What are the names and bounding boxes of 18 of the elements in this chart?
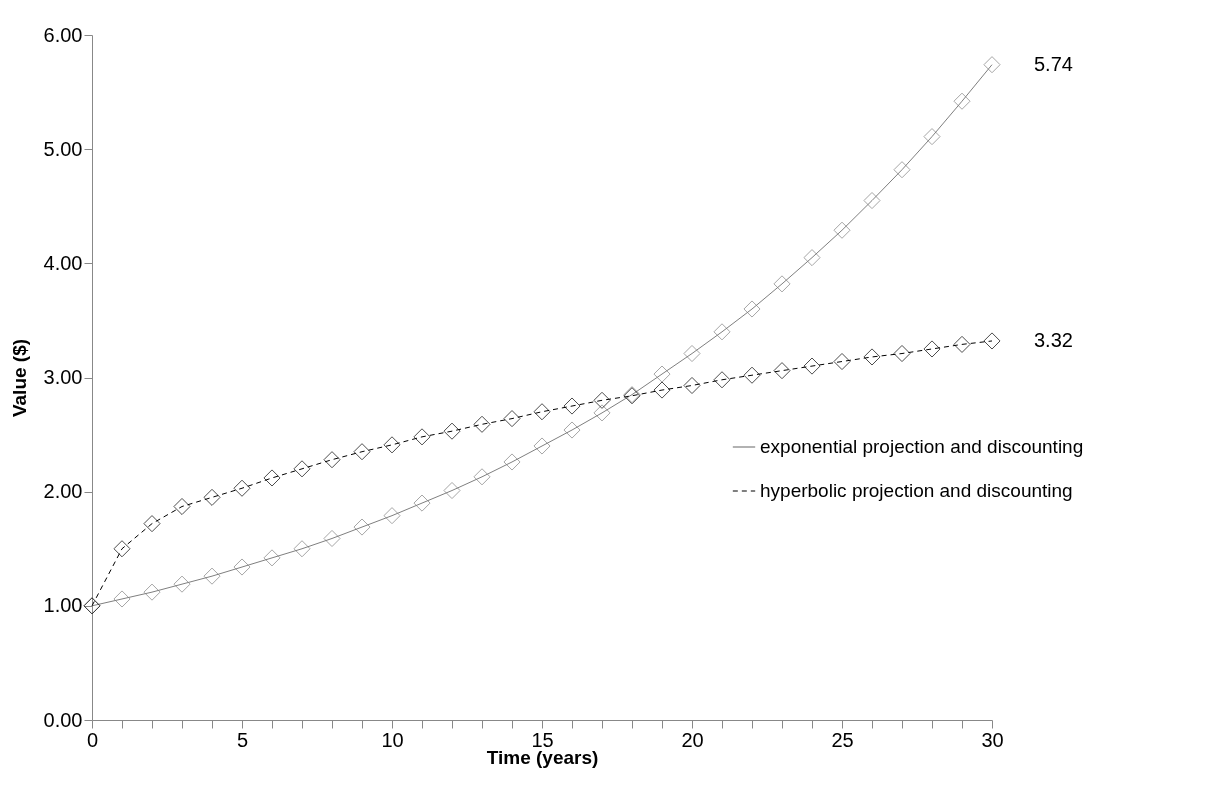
y-tick-label: 3.00 (43, 366, 83, 388)
x-tick-label: 0 (86, 728, 99, 751)
x-tick-label: 30 (981, 728, 1004, 751)
x-tick-label: 25 (831, 728, 854, 751)
data-label: 5.74 (1034, 52, 1073, 75)
y-tick-label: 4.00 (43, 251, 83, 274)
y-tick-label: 1.00 (43, 594, 83, 617)
x-tick-label: 5 (236, 728, 249, 751)
x-tick-label: 10 (381, 728, 404, 751)
legend-label: hyperbolic projection and discounting (760, 480, 1073, 501)
y-tick-label: 0.00 (43, 708, 83, 731)
y-axis-title: Value ($) (8, 338, 30, 418)
y-tick-label: 2.00 (43, 480, 83, 503)
data-label: 3.32 (1034, 328, 1073, 351)
legend-label: exponential projection and discounting (760, 436, 1084, 457)
y-tick-label: 6.00 (43, 23, 83, 46)
x-tick-label: 20 (681, 728, 704, 751)
y-tick-label: 5.00 (43, 137, 83, 160)
